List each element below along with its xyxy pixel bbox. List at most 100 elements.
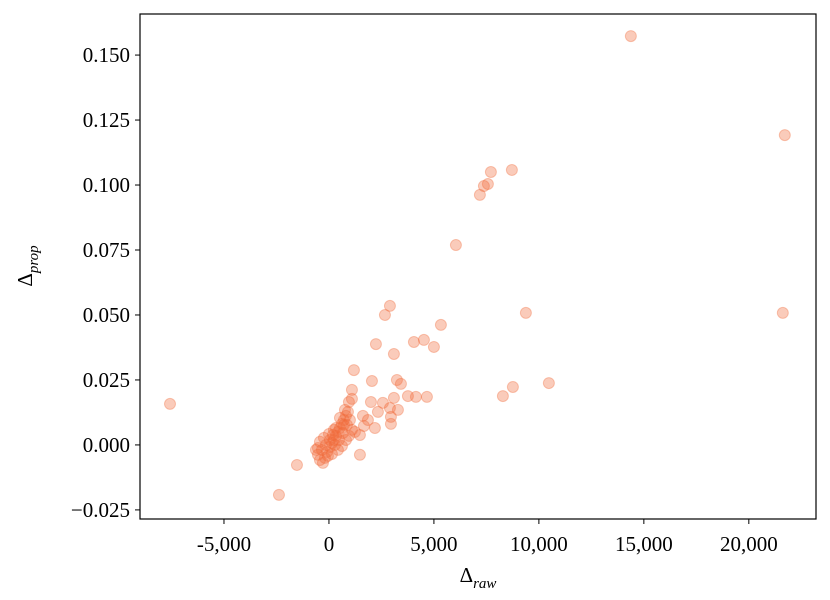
point — [353, 448, 366, 461]
point — [496, 390, 509, 403]
point — [364, 396, 377, 409]
point — [327, 433, 340, 446]
point — [343, 413, 356, 426]
point — [376, 396, 389, 409]
point — [313, 454, 326, 467]
point — [322, 428, 335, 441]
point — [434, 318, 447, 331]
x-tick-label: 15,000 — [615, 532, 673, 556]
point — [348, 425, 361, 438]
point — [484, 166, 497, 179]
x-tick-label: 5,000 — [410, 532, 457, 556]
point — [427, 340, 440, 353]
point — [383, 402, 396, 415]
y-tick-label: 0.075 — [83, 238, 130, 262]
point — [420, 390, 433, 403]
point — [317, 431, 330, 444]
point — [325, 436, 338, 449]
point — [341, 405, 354, 418]
point — [390, 373, 403, 386]
point — [345, 383, 358, 396]
point — [320, 445, 333, 458]
point — [335, 417, 348, 430]
point — [272, 488, 285, 501]
point — [326, 429, 339, 442]
x-tick-label: -5,000 — [197, 532, 251, 556]
point — [473, 188, 486, 201]
point — [340, 418, 353, 431]
point — [321, 449, 334, 462]
y-label-sub: prop — [26, 245, 42, 274]
point — [347, 364, 360, 377]
point — [542, 377, 555, 390]
y-tick-label: 0.125 — [83, 108, 130, 132]
point — [342, 396, 355, 409]
point — [353, 429, 366, 442]
point — [329, 429, 342, 442]
point — [345, 423, 358, 436]
point — [449, 239, 462, 252]
point — [332, 433, 345, 446]
point — [519, 306, 532, 319]
point — [368, 422, 381, 435]
point — [401, 390, 414, 403]
point — [778, 129, 791, 142]
y-tick-label: 0.100 — [83, 173, 130, 197]
y-tick-label: 0.000 — [83, 433, 130, 457]
point — [391, 403, 404, 416]
y-label-main: Δ — [13, 273, 37, 287]
point — [365, 374, 378, 387]
point — [329, 422, 342, 435]
point — [331, 443, 344, 456]
point — [318, 451, 331, 464]
x-tick-label: 10,000 — [510, 532, 568, 556]
point — [409, 390, 422, 403]
point — [315, 443, 328, 456]
point — [335, 439, 348, 452]
point — [338, 403, 351, 416]
point — [477, 180, 490, 193]
y-axis-label: Δprop — [13, 245, 42, 287]
point — [371, 405, 384, 418]
point — [505, 163, 518, 176]
point — [339, 409, 352, 422]
point — [331, 425, 344, 438]
point — [337, 413, 350, 426]
point — [369, 338, 382, 351]
point — [319, 438, 332, 451]
point — [506, 380, 519, 393]
point — [624, 30, 637, 43]
point — [417, 333, 430, 346]
point — [776, 306, 789, 319]
point — [361, 413, 374, 426]
point — [311, 442, 324, 455]
point — [333, 411, 346, 424]
point — [311, 448, 324, 461]
x-tick-label: 20,000 — [720, 532, 778, 556]
point — [323, 441, 336, 454]
point — [327, 423, 340, 436]
point — [387, 347, 400, 360]
x-tick-label: 0 — [324, 532, 335, 556]
point — [290, 458, 303, 471]
point — [337, 418, 350, 431]
point — [309, 443, 322, 456]
y-tick-label: 0.025 — [83, 368, 130, 392]
point — [384, 410, 397, 423]
plot-frame — [139, 13, 817, 520]
y-tick-label: −0.025 — [71, 498, 130, 522]
point — [378, 308, 391, 321]
point — [387, 391, 400, 404]
point — [481, 177, 494, 190]
x-label-sub: raw — [473, 576, 496, 592]
point — [394, 377, 407, 390]
point — [356, 409, 369, 422]
y-tick-label: 0.050 — [83, 303, 130, 327]
point — [333, 422, 346, 435]
point — [383, 299, 396, 312]
point — [313, 435, 326, 448]
point — [316, 456, 329, 469]
point — [357, 419, 370, 432]
x-label-main: Δ — [460, 563, 474, 587]
